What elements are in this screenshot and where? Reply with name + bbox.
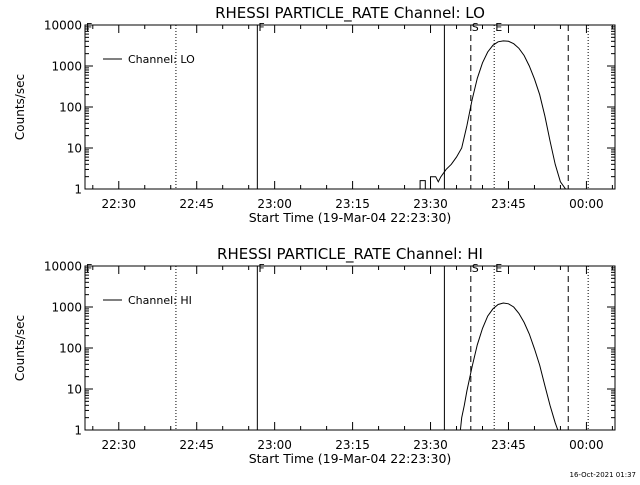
x-tick-label: 23:45 [491, 438, 526, 452]
x-tick-label: 23:00 [257, 197, 292, 211]
x-tick-label: 00:00 [569, 197, 604, 211]
event-marker-label: E [495, 262, 502, 275]
frame-flag-label: F [86, 21, 92, 34]
y-tick-label: 10 [67, 383, 82, 397]
x-tick-label: 23:30 [413, 438, 448, 452]
x-tick-label: 23:15 [335, 197, 370, 211]
x-tick-label: 22:30 [101, 197, 136, 211]
event-marker-label: S [472, 262, 479, 275]
x-tick-label: 22:45 [179, 438, 214, 452]
y-tick-label: 100 [59, 101, 82, 115]
chart-title: RHESSI PARTICLE_RATE Channel: HI [217, 245, 483, 264]
event-marker-label: F [258, 262, 264, 275]
legend-entry: Channel: LO [128, 53, 195, 66]
y-tick-label: 1000 [51, 301, 82, 315]
y-tick-label: 10000 [44, 260, 82, 274]
x-tick-label: 23:45 [491, 197, 526, 211]
y-axis-label: Counts/sec [13, 315, 27, 381]
x-tick-label: 22:45 [179, 197, 214, 211]
frame-flag-label: F [86, 262, 92, 275]
chart-title: RHESSI PARTICLE_RATE Channel: LO [215, 4, 485, 23]
series-line [419, 40, 571, 190]
x-tick-label: 00:00 [569, 438, 604, 452]
y-tick-label: 1 [74, 424, 82, 438]
series-line [459, 302, 559, 431]
y-tick-label: 10000 [44, 19, 82, 33]
event-marker-label: F [258, 21, 264, 34]
y-axis-label: Counts/sec [13, 74, 27, 140]
y-tick-label: 10 [67, 142, 82, 156]
y-tick-label: 1 [74, 183, 82, 197]
x-tick-label: 23:30 [413, 197, 448, 211]
plot-frame [84, 24, 616, 190]
x-tick-label: 23:15 [335, 438, 370, 452]
footer-timestamp: 16-Oct-2021 01:37 [569, 471, 636, 479]
y-tick-label: 1000 [51, 60, 82, 74]
x-tick-label: 23:00 [257, 438, 292, 452]
event-marker-label: E [495, 21, 502, 34]
legend-entry: Channel: HI [128, 294, 192, 307]
x-axis-label: Start Time (19-Mar-04 22:23:30) [249, 210, 452, 225]
event-marker-label: S [472, 21, 479, 34]
plot-frame [84, 265, 616, 431]
y-tick-label: 100 [59, 342, 82, 356]
x-axis-label: Start Time (19-Mar-04 22:23:30) [249, 451, 452, 466]
x-tick-label: 22:30 [101, 438, 136, 452]
